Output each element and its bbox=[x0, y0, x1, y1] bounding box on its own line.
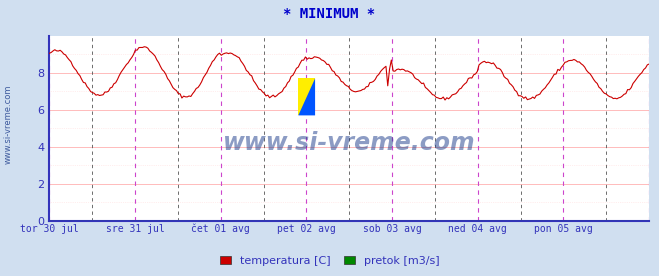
Text: * MINIMUM *: * MINIMUM * bbox=[283, 7, 376, 21]
FancyBboxPatch shape bbox=[299, 78, 315, 115]
Legend: temperatura [C], pretok [m3/s]: temperatura [C], pretok [m3/s] bbox=[215, 251, 444, 270]
Text: www.si-vreme.com: www.si-vreme.com bbox=[223, 131, 476, 155]
Text: www.si-vreme.com: www.si-vreme.com bbox=[3, 84, 13, 164]
Polygon shape bbox=[299, 78, 315, 115]
